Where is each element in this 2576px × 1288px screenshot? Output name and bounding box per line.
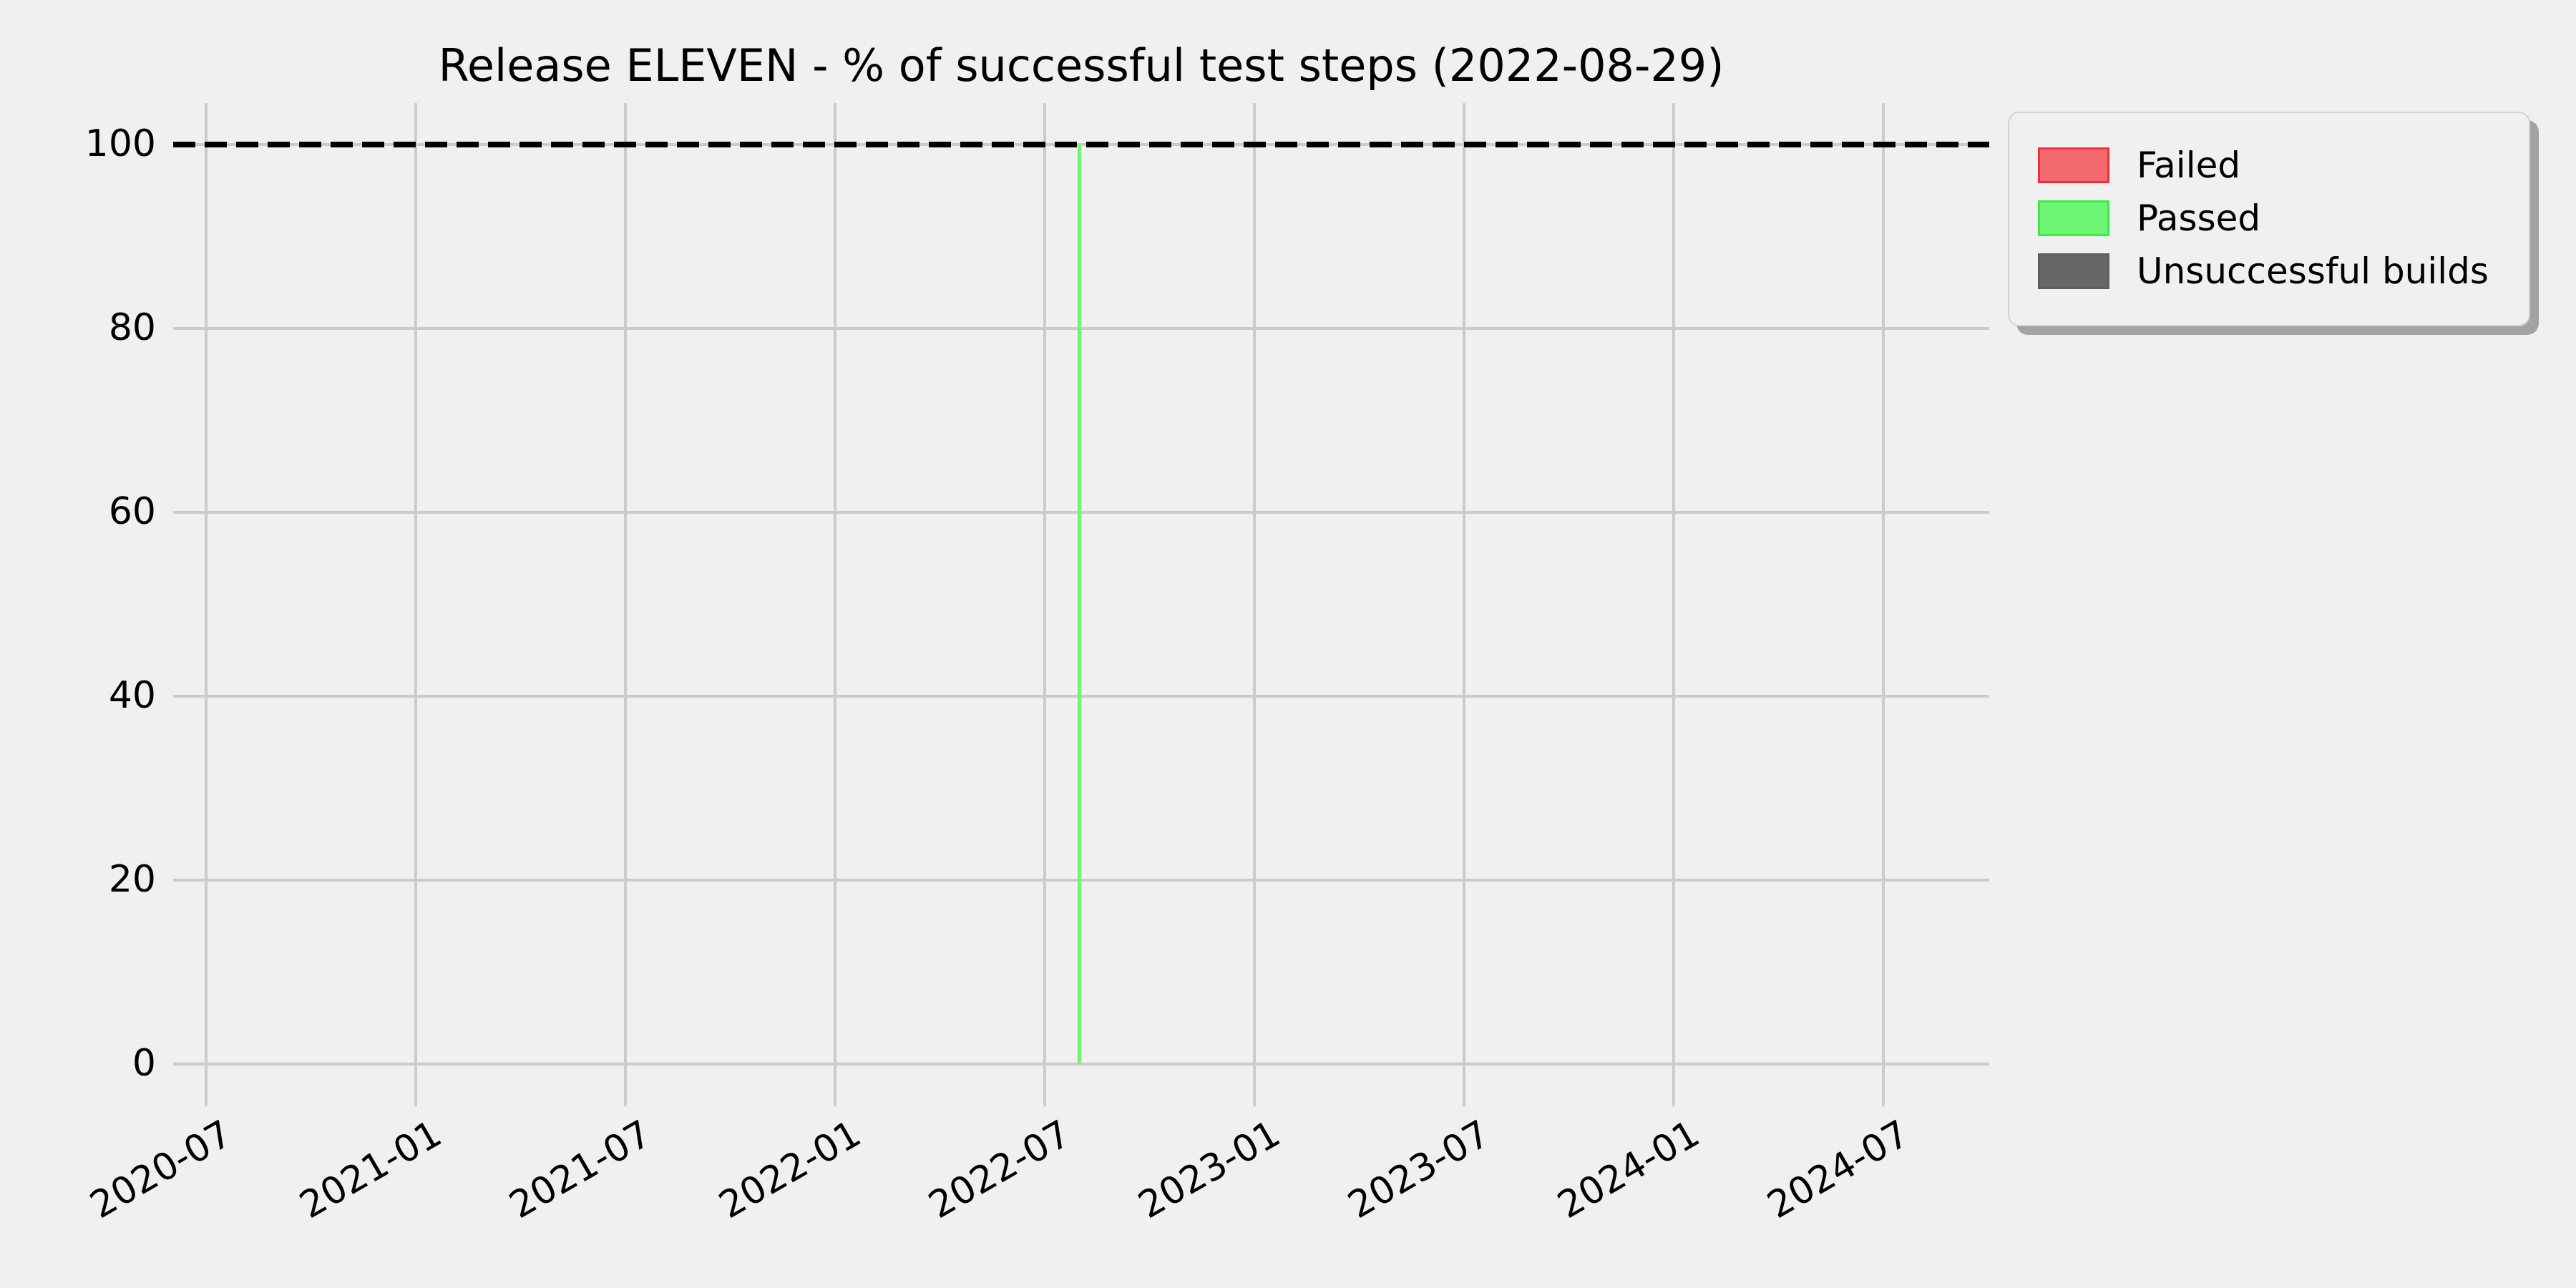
legend-item: Unsuccessful builds [2038, 253, 2529, 289]
bar-passed [1078, 145, 1082, 1064]
x-tick-label: 2021-07 [502, 1112, 658, 1228]
y-tick-label: 100 [84, 122, 156, 165]
legend-rows: Failed Passed Unsuccessful builds [2038, 147, 2529, 289]
x-tick-label: 2023-07 [1340, 1112, 1497, 1228]
legend-swatch-failed [2038, 147, 2109, 183]
y-tick-label: 0 [132, 1041, 156, 1085]
x-tick-label: 2024-07 [1760, 1112, 1916, 1228]
x-gridline [834, 103, 836, 1106]
legend: Failed Passed Unsuccessful builds [2008, 112, 2530, 326]
legend-item: Passed [2038, 200, 2529, 236]
x-tick-label: 2022-01 [711, 1112, 868, 1228]
legend-label: Failed [2137, 145, 2241, 186]
x-gridline [414, 103, 417, 1106]
x-tick-label: 2020-07 [82, 1112, 239, 1228]
x-gridline [1253, 103, 1256, 1106]
x-gridline [1043, 103, 1046, 1106]
y-tick-label: 20 [108, 857, 156, 901]
x-gridline [1882, 103, 1885, 1106]
y-gridline [173, 1063, 1989, 1065]
legend-label: Passed [2137, 197, 2261, 239]
legend-label: Unsuccessful builds [2137, 250, 2489, 292]
x-tick-label: 2021-01 [292, 1112, 449, 1228]
y-tick-label: 60 [108, 489, 156, 533]
y-tick-label: 80 [108, 306, 156, 349]
target-100-line [173, 142, 1989, 147]
y-tick-label: 40 [108, 673, 156, 717]
x-tick-label: 2024-01 [1550, 1112, 1707, 1228]
chart-title: Release ELEVEN - % of successful test st… [438, 39, 1724, 92]
x-tick-label: 2022-07 [921, 1112, 1078, 1228]
x-gridline [624, 103, 627, 1106]
legend-swatch-unsuccessful-builds [2038, 253, 2109, 289]
legend-swatch-passed [2038, 200, 2109, 236]
x-gridline [1672, 103, 1675, 1106]
legend-item: Failed [2038, 147, 2529, 183]
x-gridline [205, 103, 208, 1106]
x-tick-label: 2023-01 [1131, 1112, 1287, 1228]
x-gridline [1463, 103, 1465, 1106]
